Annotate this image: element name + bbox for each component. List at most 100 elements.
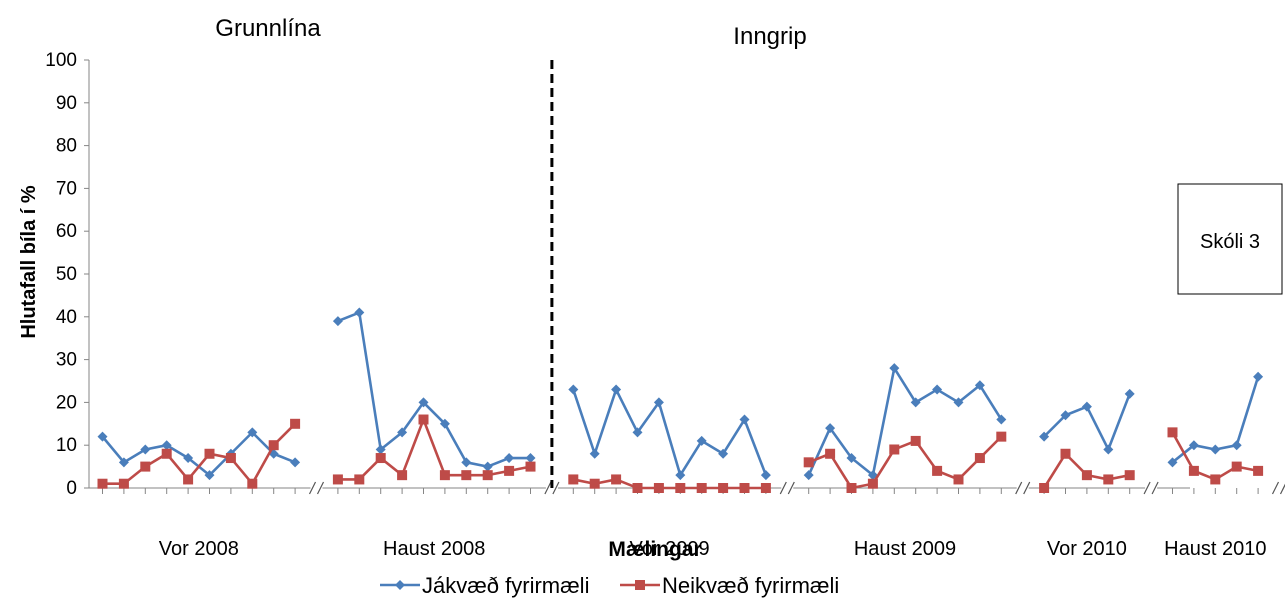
series-positive-line (103, 432, 296, 475)
series-positive-point (761, 470, 771, 480)
series-negative-point (140, 462, 150, 472)
series-negative-point (868, 479, 878, 489)
series-negative-point (1061, 449, 1071, 459)
series-positive-point (804, 470, 814, 480)
phase-title-baseline: Grunnlína (215, 15, 321, 42)
legend-label: Neikvæð fyrirmæli (662, 573, 839, 598)
group-label: Haust 2009 (854, 538, 956, 560)
series-negative-point (718, 483, 728, 493)
series-negative-point (740, 483, 750, 493)
group-label: Vor 2009 (630, 538, 710, 560)
series-positive-point (590, 449, 600, 459)
series-negative-point (397, 470, 407, 480)
series-negative-point (954, 474, 964, 484)
series-negative-point (1253, 466, 1263, 476)
series-positive-point (568, 385, 578, 395)
series-negative-point (183, 474, 193, 484)
series-negative-point (654, 483, 664, 493)
series-negative-point (1210, 474, 1220, 484)
series-negative-point (1232, 462, 1242, 472)
y-tick-label: 60 (56, 221, 77, 242)
y-axis-label: Hlutafall bíla í % (18, 185, 40, 339)
series-negative-point (269, 440, 279, 450)
series-negative-point (1125, 470, 1135, 480)
y-tick-label: 20 (56, 392, 77, 413)
series-negative-point (761, 483, 771, 493)
group-label: Vor 2010 (1047, 538, 1127, 560)
series-negative-point (354, 474, 364, 484)
series-positive-point (1253, 372, 1263, 382)
series-negative-point (825, 449, 835, 459)
series-positive-line (809, 368, 1002, 475)
series-positive-point (354, 308, 364, 318)
series-negative-point (1082, 470, 1092, 480)
series-positive-point (1232, 440, 1242, 450)
series-positive-line (338, 313, 531, 467)
y-tick-label: 100 (45, 50, 77, 71)
series-negative-point (98, 479, 108, 489)
series-negative-point (483, 470, 493, 480)
y-tick-label: 50 (56, 264, 77, 285)
series-positive-point (333, 316, 343, 326)
y-tick-label: 90 (56, 93, 77, 114)
y-tick-label: 0 (66, 478, 77, 499)
series-negative-line (809, 437, 1002, 488)
y-tick-label: 80 (56, 136, 77, 157)
series-negative-point (975, 453, 985, 463)
series-negative-point (504, 466, 514, 476)
series-negative-line (573, 479, 766, 488)
y-tick-label: 70 (56, 178, 77, 199)
series-negative-point (932, 466, 942, 476)
series-positive-point (526, 453, 536, 463)
series-negative-point (119, 479, 129, 489)
group-label: Vor 2008 (159, 538, 239, 560)
series-negative-point (461, 470, 471, 480)
annotation-text: Skóli 3 (1200, 231, 1260, 253)
series-negative-point (675, 483, 685, 493)
series-negative-point (247, 479, 257, 489)
series-negative-point (804, 457, 814, 467)
series-negative-point (440, 470, 450, 480)
series-positive-point (290, 457, 300, 467)
group-label: Haust 2008 (383, 538, 485, 560)
series-negative-line (103, 424, 296, 484)
y-tick-label: 30 (56, 350, 77, 371)
series-negative-point (1168, 427, 1178, 437)
series-positive-point (1082, 402, 1092, 412)
legend-marker (395, 580, 405, 590)
series-positive-point (483, 462, 493, 472)
series-negative-line (1173, 432, 1259, 479)
series-negative-line (338, 420, 531, 480)
series-negative-point (1103, 474, 1113, 484)
series-negative-point (847, 483, 857, 493)
series-negative-point (290, 419, 300, 429)
series-negative-point (419, 415, 429, 425)
series-negative-point (633, 483, 643, 493)
series-positive-point (1103, 444, 1113, 454)
series-positive (98, 308, 1285, 481)
series-positive-point (1125, 389, 1135, 399)
legend-marker (635, 580, 645, 590)
series-negative-point (611, 474, 621, 484)
series-negative-point (697, 483, 707, 493)
series-negative-point (162, 449, 172, 459)
series-negative-point (911, 436, 921, 446)
series-negative-point (996, 432, 1006, 442)
series-positive-point (461, 457, 471, 467)
series-negative-point (526, 462, 536, 472)
series-negative-point (226, 453, 236, 463)
series-positive-point (504, 453, 514, 463)
group-label: Haust 2010 (1164, 538, 1266, 560)
series-negative-point (889, 444, 899, 454)
series-negative-point (333, 474, 343, 484)
series-positive-point (611, 385, 621, 395)
series-negative-point (376, 453, 386, 463)
series-negative-point (590, 479, 600, 489)
y-tick-label: 40 (56, 307, 77, 328)
series-negative-point (1039, 483, 1049, 493)
series-negative-point (568, 474, 578, 484)
series-positive-point (1210, 444, 1220, 454)
